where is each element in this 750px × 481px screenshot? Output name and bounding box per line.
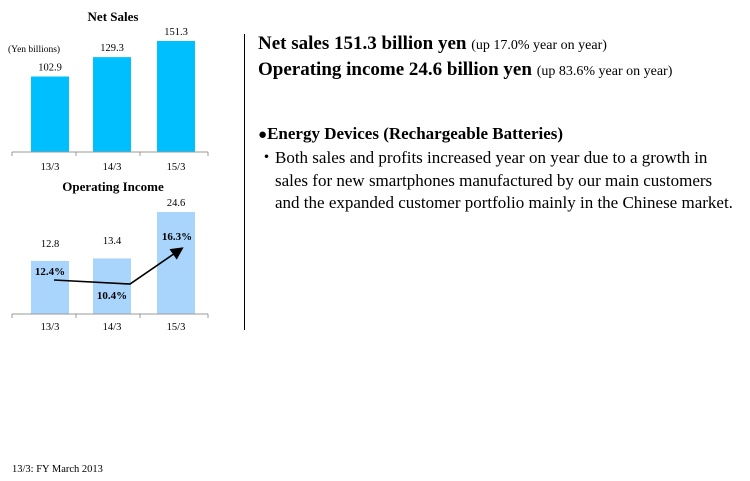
section-heading: ●Energy Devices (Rechargeable Batteries) [258, 124, 563, 144]
net-sales-headline: Net sales 151.3 billion yen (up 17.0% ye… [258, 33, 607, 55]
chart-title: Net Sales [88, 9, 139, 24]
margin-label: 16.3% [162, 231, 192, 243]
value-label: 24.6 [167, 198, 185, 209]
bar-15-3 [157, 41, 195, 152]
bullet-icon: ● [258, 127, 268, 143]
value-label: 129.3 [100, 43, 124, 54]
operating-income-headline: Operating income 24.6 billion yen (up 83… [258, 59, 672, 81]
chart-title: Operating Income [62, 179, 164, 194]
category-label: 13/3 [41, 162, 60, 173]
bar-14-3 [93, 57, 131, 152]
bar-13-3 [31, 260, 69, 314]
section-body: ・ Both sales and profits increased year … [258, 147, 738, 215]
list-marker-icon: ・ [258, 148, 275, 167]
net-sales-summary: Net sales 151.3 billion yen [258, 33, 467, 54]
footnote: 13/3: FY March 2013 [12, 464, 103, 475]
bar-13-3 [31, 76, 69, 152]
vertical-divider [244, 34, 245, 330]
category-label: 14/3 [103, 162, 122, 173]
margin-trend-arrow [53, 247, 184, 285]
value-label: 12.8 [41, 239, 59, 250]
bar-15-3 [157, 212, 195, 314]
category-label: 13/3 [41, 322, 60, 333]
category-label: 14/3 [103, 322, 122, 333]
value-label: 151.3 [164, 27, 188, 38]
net-sales-growth-note: (up 17.0% year on year) [471, 38, 607, 53]
charts-area: Net Sales (Yen billions) 102.9 13/3 129.3 14/… [8, 9, 209, 333]
margin-label: 10.4% [97, 290, 127, 302]
category-label: 15/3 [167, 162, 186, 173]
bar-14-3 [93, 258, 131, 314]
section-paragraph: Both sales and profits increased year on… [275, 148, 733, 212]
value-label: 13.4 [103, 236, 122, 247]
value-label: 102.9 [38, 63, 62, 74]
section-title: Energy Devices (Rechargeable Batteries) [267, 124, 564, 143]
margin-label: 12.4% [35, 266, 65, 278]
operating-income-growth-note: (up 83.6% year on year) [536, 64, 673, 79]
unit-label: (Yen billions) [8, 44, 60, 55]
operating-income-summary: Operating income 24.6 billion yen [258, 59, 532, 80]
category-label: 15/3 [167, 322, 186, 333]
